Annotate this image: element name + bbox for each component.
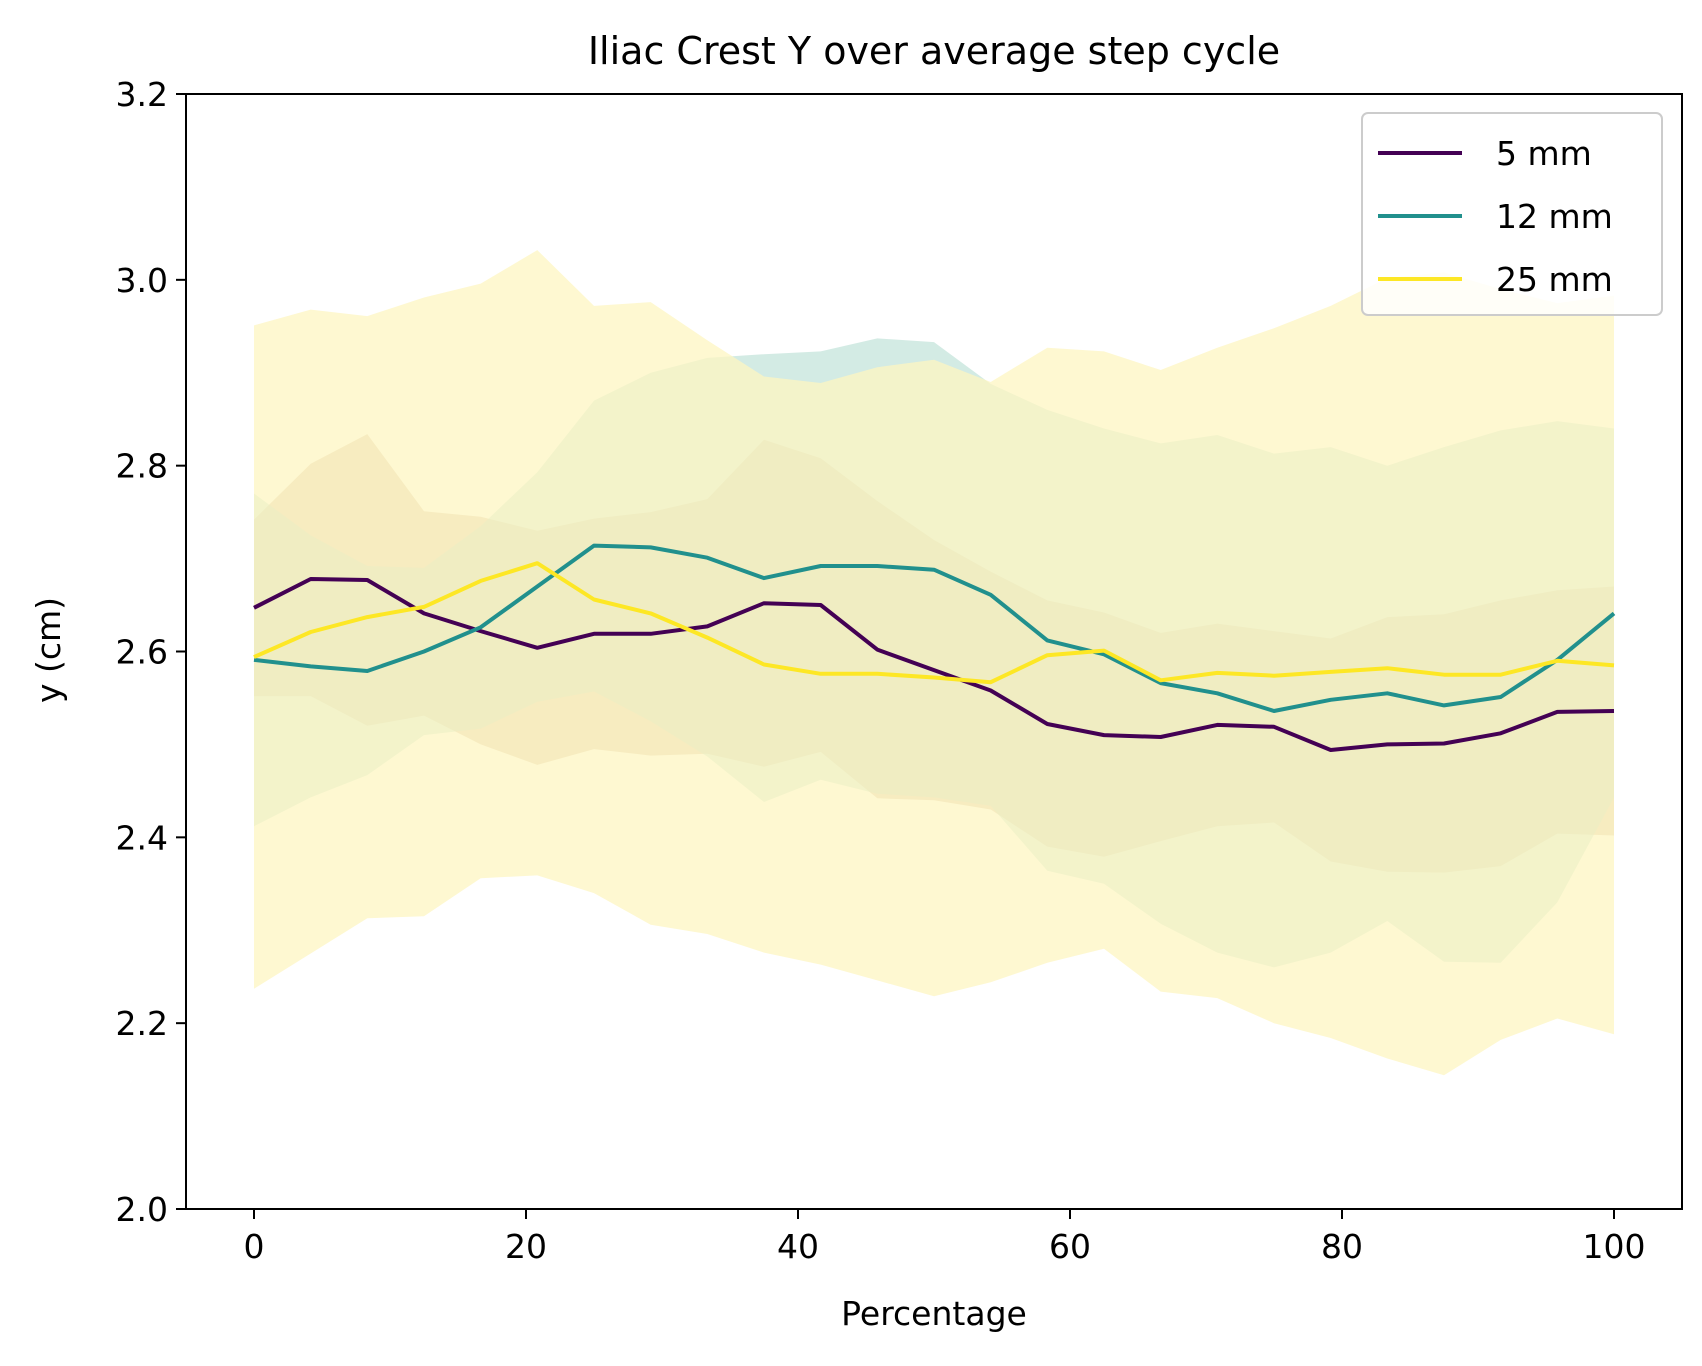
series-lines xyxy=(253,543,1616,752)
legend: 5 mm 12 mm 25 mm xyxy=(1361,112,1663,316)
x-tick-label: 20 xyxy=(505,1227,547,1266)
y-tick-label: 2.4 xyxy=(116,818,168,857)
x-tick-label: 0 xyxy=(244,1227,265,1266)
y-tick-label: 3.2 xyxy=(116,75,168,114)
y-axis-ticks: 2.0 2.2 2.4 2.6 2.8 3.0 3.2 xyxy=(116,75,186,1229)
band-25-mm xyxy=(254,250,1614,1076)
confidence-bands xyxy=(254,250,1614,1076)
chart-title: Iliac Crest Y over average step cycle xyxy=(588,29,1280,73)
y-axis-label: y (cm) xyxy=(29,597,68,703)
series-line-12-mm xyxy=(253,543,1616,713)
legend-label: 25 mm xyxy=(1496,260,1613,299)
x-tick-label: 100 xyxy=(1583,1227,1646,1266)
y-tick-label: 2.0 xyxy=(116,1190,168,1229)
legend-label: 12 mm xyxy=(1496,197,1613,236)
x-tick-label: 40 xyxy=(777,1227,819,1266)
x-axis-label: Percentage xyxy=(841,1294,1027,1333)
x-axis-ticks: 0 20 40 60 80 100 xyxy=(244,1209,1646,1266)
legend-box xyxy=(1361,112,1663,316)
y-tick-label: 2.6 xyxy=(116,633,168,672)
x-tick-label: 80 xyxy=(1321,1227,1363,1266)
y-tick-label: 2.8 xyxy=(116,447,168,486)
y-tick-label: 2.2 xyxy=(116,1004,168,1043)
y-tick-label: 3.0 xyxy=(116,261,168,300)
x-tick-label: 60 xyxy=(1049,1227,1091,1266)
series-line-5-mm xyxy=(253,577,1615,752)
legend-label: 5 mm xyxy=(1496,134,1592,173)
series-line-25-mm xyxy=(253,561,1615,685)
